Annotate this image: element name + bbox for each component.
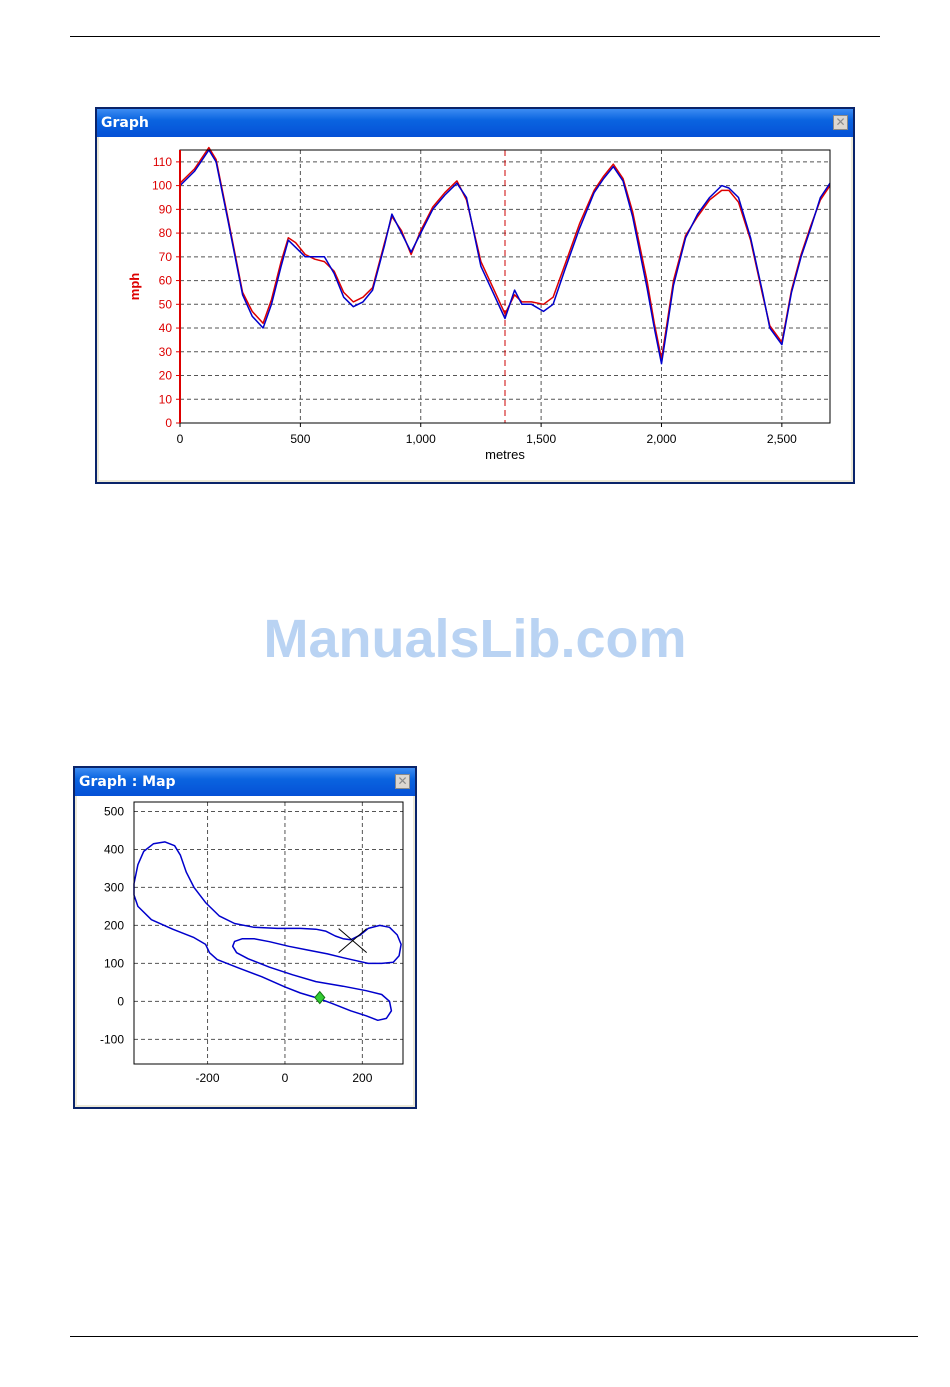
x-axis-label: metres	[485, 447, 525, 462]
y-tick-label: 10	[159, 392, 173, 406]
y-tick-label: 30	[159, 345, 173, 359]
y-tick-label: 0	[165, 416, 172, 430]
speed-chart-area[interactable]: 0 10 20 30 40 50 60 70 80 90 100 110 0 500 1,000 1,500 2…	[99, 137, 851, 480]
map-y-tick-label: 400	[104, 842, 124, 856]
track-line	[133, 841, 402, 1022]
map-x-tick-label: 0	[282, 1071, 289, 1085]
graph-window[interactable]: Graph ✕ 0 10 20 30 40 50 60 70 80 90 100 110 0 500 1,0…	[95, 107, 855, 484]
x-tick-label: 1,000	[406, 432, 436, 446]
map-x-tick-label: -200	[196, 1071, 220, 1085]
graph-window-title: Graph	[101, 115, 149, 131]
map-y-tick-label: -100	[100, 1032, 124, 1046]
start-finish-marker	[338, 928, 368, 953]
map-x-tick-label: 200	[352, 1071, 372, 1085]
map-window[interactable]: Graph : Map ✕ -100 0 100 200 300 400 500 -200 0 2…	[73, 766, 417, 1109]
x-tick-label: 2,000	[646, 432, 676, 446]
map-y-tick-label: 100	[104, 956, 124, 970]
y-tick-label: 50	[159, 297, 173, 311]
y-tick-label: 90	[159, 202, 173, 216]
x-tick-label: 2,500	[767, 432, 797, 446]
speed-chart[interactable]: 0 10 20 30 40 50 60 70 80 90 100 110 0 500 1,000 1,500 2…	[99, 137, 851, 482]
y-tick-label: 40	[159, 321, 173, 335]
x-tick-label: 500	[290, 432, 310, 446]
y-tick-label: 100	[152, 179, 172, 193]
x-tick-label: 0	[177, 432, 184, 446]
position-marker-icon	[314, 990, 326, 1005]
x-tick-label: 1,500	[526, 432, 556, 446]
speed-series-line	[179, 149, 831, 365]
map-y-tick-label: 200	[104, 918, 124, 932]
close-icon[interactable]: ✕	[833, 115, 848, 130]
y-tick-label: 60	[159, 274, 173, 288]
map-y-tick-label: 300	[104, 880, 124, 894]
track-map[interactable]: -100 0 100 200 300 400 500 -200 0 200	[77, 796, 413, 1107]
close-icon[interactable]: ✕	[395, 774, 410, 789]
watermark: ManualsLib.com	[263, 609, 687, 669]
y-tick-label: 80	[159, 226, 173, 240]
y-tick-label: 20	[159, 369, 173, 383]
map-y-tick-label: 500	[104, 804, 124, 818]
map-window-titlebar[interactable]: Graph : Map ✕	[75, 768, 415, 796]
map-area[interactable]: -100 0 100 200 300 400 500 -200 0 200	[77, 796, 413, 1105]
bottom-rule	[70, 1336, 918, 1337]
graph-window-titlebar[interactable]: Graph ✕	[97, 109, 853, 137]
map-window-title: Graph : Map	[79, 774, 176, 790]
map-y-tick-label: 0	[117, 994, 124, 1008]
top-rule	[70, 36, 880, 37]
y-tick-label: 70	[159, 250, 173, 264]
y-axis-label: mph	[127, 273, 142, 301]
y-tick-label: 110	[153, 155, 172, 169]
